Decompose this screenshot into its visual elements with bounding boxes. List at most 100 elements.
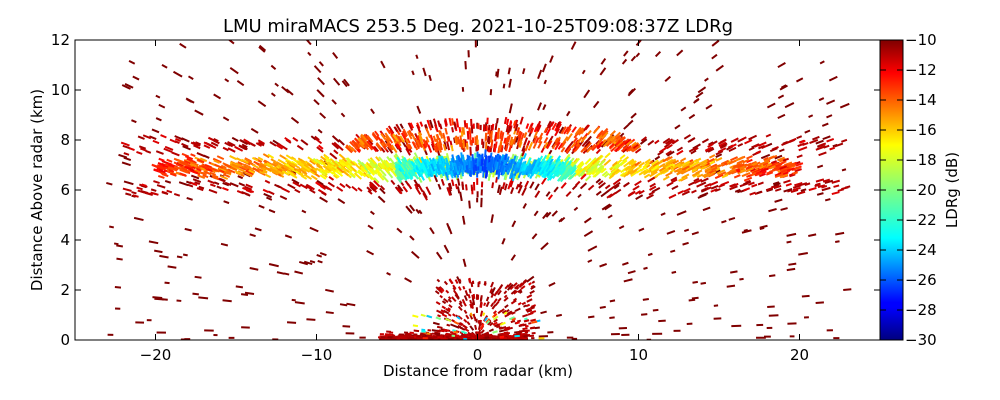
clutter-mark	[490, 302, 495, 308]
cloud-edge-mark	[612, 178, 622, 186]
cloud-mark	[779, 165, 788, 170]
cloud-core-mark	[451, 154, 456, 163]
clutter-mark	[528, 282, 532, 286]
clutter-mark	[511, 311, 516, 315]
cloud-edge-mark	[166, 189, 173, 194]
cloud-top-mark	[565, 125, 572, 133]
cloud-top-mark	[537, 136, 543, 144]
cloud-edge-mark	[687, 137, 696, 143]
cloud-edge-mark	[757, 181, 764, 186]
clutter-mark	[472, 293, 476, 299]
cloud-mark	[619, 154, 626, 160]
noise-mark	[182, 253, 188, 257]
clutter-mark	[477, 323, 482, 331]
cloud-edge-mark	[440, 178, 445, 186]
noise-mark	[691, 296, 699, 300]
cloud-mark	[326, 165, 334, 172]
cloud-top-mark	[409, 122, 415, 129]
cloud-mark	[375, 168, 383, 177]
cloud-core-mark	[459, 163, 463, 170]
cloud-mark	[650, 159, 659, 166]
cloud-mark	[262, 165, 270, 171]
cloud-mark	[319, 170, 327, 176]
cloud-mark	[339, 161, 346, 167]
cloud-mark	[303, 173, 313, 180]
cloud-edge-mark	[729, 183, 737, 188]
cloud-mark	[319, 174, 327, 180]
cloud-edge-mark	[369, 183, 377, 191]
cloud-edge-mark	[193, 144, 201, 150]
cloud-mark	[363, 167, 372, 175]
clutter-mark	[521, 301, 527, 306]
cloud-core-mark	[502, 166, 506, 176]
cloud-top-mark	[507, 125, 512, 134]
cloud-core-mark	[444, 171, 450, 181]
cloud-core-mark	[546, 170, 552, 177]
noise-mark	[692, 280, 698, 284]
clutter-mark	[489, 322, 494, 327]
cloud-top-mark	[437, 144, 442, 153]
cloud-edge-mark	[690, 149, 697, 155]
y-tick-label: 4	[60, 231, 70, 249]
cloud-top-mark	[533, 126, 538, 133]
cloud-top-mark	[601, 131, 609, 139]
noise-mark	[290, 116, 300, 124]
cloud-top-mark	[432, 135, 437, 143]
cloud-mark	[632, 168, 638, 174]
cloud-top-mark	[375, 142, 382, 150]
noise-mark	[496, 184, 501, 194]
cloud-edge-mark	[309, 188, 316, 194]
cloud-core-mark	[559, 167, 567, 176]
cloud-edge-mark	[634, 180, 642, 187]
cloud-top-mark	[399, 135, 405, 143]
cloud-mark	[704, 166, 712, 172]
cloud-mark	[779, 163, 788, 169]
cloud-edge-mark	[781, 140, 791, 146]
cloud-top-mark	[349, 141, 355, 147]
cloud-top-mark	[359, 136, 366, 144]
cloud-mark	[711, 166, 718, 172]
noise-mark	[190, 174, 200, 180]
cloud-edge-mark	[329, 152, 338, 160]
cloud-edge-mark	[279, 195, 288, 201]
cloud-mark	[611, 168, 620, 176]
cloud-edge-mark	[307, 184, 315, 191]
cloud-top-mark	[590, 143, 596, 150]
cloud-edge-mark	[670, 176, 678, 182]
cloud-top-mark	[379, 141, 385, 147]
cloud-mark	[216, 155, 225, 161]
noise-mark	[263, 192, 273, 199]
noise-mark	[342, 325, 351, 328]
cloud-mark	[310, 168, 317, 174]
noise-mark	[450, 323, 460, 329]
cloud-edge-mark	[315, 181, 324, 188]
y-tick-label: 12	[51, 31, 70, 49]
noise-mark	[258, 46, 266, 53]
cloud-mark	[357, 159, 365, 167]
cloud-mark	[676, 169, 685, 176]
cloud-mark	[700, 165, 708, 171]
cloud-mark	[307, 168, 316, 176]
noise-mark	[688, 298, 696, 302]
noise-mark	[231, 136, 239, 142]
cloud-edge-mark	[222, 181, 230, 187]
cloud-mark	[346, 165, 353, 172]
noise-mark	[258, 204, 265, 209]
cloud-mark	[681, 164, 691, 171]
noise-mark	[652, 308, 659, 312]
cloud-edge-mark	[161, 191, 169, 196]
cloud-core-mark	[496, 168, 501, 175]
clutter-mark	[440, 309, 446, 314]
noise-mark	[224, 78, 230, 83]
cloud-core-mark	[526, 157, 532, 167]
cloud-edge-mark	[187, 183, 194, 188]
cloud-edge-mark	[417, 183, 424, 193]
cloud-mark	[634, 161, 640, 167]
cloud-top-mark	[504, 137, 509, 146]
cloud-top-mark	[431, 141, 436, 149]
cloud-edge-mark	[164, 145, 174, 151]
cloud-top-mark	[425, 127, 430, 134]
cloud-top-mark	[496, 117, 499, 124]
cloud-edge-mark	[579, 182, 588, 190]
cloud-mark	[677, 163, 684, 169]
